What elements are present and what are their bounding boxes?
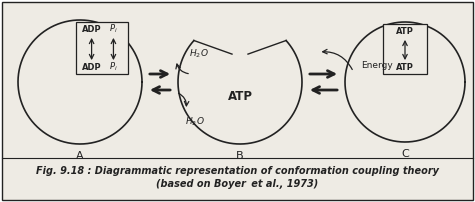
Text: A: A <box>76 151 84 161</box>
Text: $H_2O$: $H_2O$ <box>185 116 205 128</box>
Text: B: B <box>236 151 244 161</box>
Text: ATP: ATP <box>396 26 414 36</box>
Text: ADP: ADP <box>82 24 102 34</box>
Text: ATP: ATP <box>396 62 414 72</box>
Text: ATP: ATP <box>228 90 253 103</box>
Text: Fig. 9.18 : Diagrammatic representation of conformation coupling theory: Fig. 9.18 : Diagrammatic representation … <box>36 166 439 176</box>
Text: $P_i$: $P_i$ <box>109 23 118 35</box>
Text: ADP: ADP <box>82 62 102 72</box>
Text: C: C <box>401 149 409 159</box>
Bar <box>76 22 128 74</box>
Text: $P_i$: $P_i$ <box>109 61 118 73</box>
Text: (based on Boyer  et al., 1973): (based on Boyer et al., 1973) <box>156 179 319 189</box>
Text: $H_2O$: $H_2O$ <box>189 48 209 60</box>
Bar <box>383 24 427 74</box>
Text: Energy: Energy <box>361 61 393 70</box>
